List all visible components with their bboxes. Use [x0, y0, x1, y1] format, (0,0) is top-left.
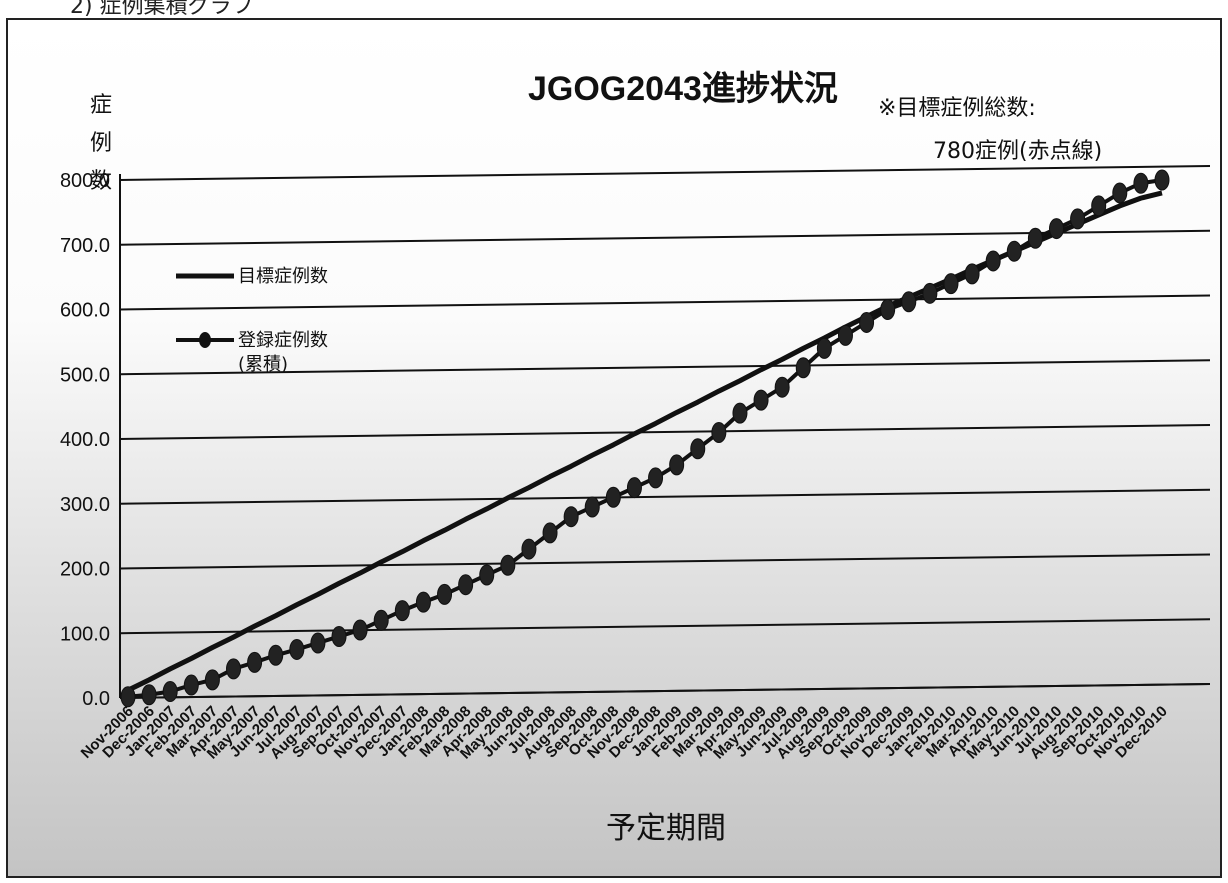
y-tick-label: 500.0	[60, 364, 110, 386]
gridline	[119, 294, 1211, 311]
series-registered-point	[943, 273, 959, 295]
series-registered-point	[352, 619, 368, 641]
series-registered-point	[816, 337, 832, 359]
series-registered-line	[127, 178, 1163, 699]
series-registered-point	[289, 638, 305, 660]
series-registered-point	[774, 376, 790, 398]
y-axis-label-char-1: 症	[90, 93, 112, 118]
y-tick-label: 200.0	[60, 559, 110, 581]
series-registered-point	[500, 554, 516, 576]
gridline	[119, 618, 1211, 635]
series-registered-point	[204, 669, 220, 691]
series-registered-point	[120, 686, 136, 708]
series-registered-point	[795, 357, 811, 379]
legend-registered-label-line2: (累積)	[238, 354, 288, 375]
series-registered-point	[310, 632, 326, 654]
target-note-line2: 780症例(赤点線)	[933, 139, 1102, 164]
series-layer	[120, 169, 1170, 708]
series-registered-point	[141, 684, 157, 706]
series-registered-point	[626, 477, 642, 499]
series-registered-point	[1112, 182, 1128, 204]
series-registered-point	[1048, 218, 1064, 240]
y-tick-label: 700.0	[60, 235, 110, 257]
series-registered-point	[605, 486, 621, 508]
legend-registered-label: 登録症例数 (累積)	[238, 330, 334, 375]
legend-registered-label-line1: 登録症例数	[238, 330, 328, 351]
gridline	[119, 488, 1211, 505]
series-registered-point	[268, 644, 284, 666]
series-registered-point	[690, 438, 706, 460]
series-registered-point	[859, 311, 875, 333]
y-tick-labels: 0.0 100.0 200.0 300.0 400.0 500.0 600.0 700.0 80…	[60, 170, 110, 710]
gridline	[119, 553, 1211, 570]
series-registered-point	[521, 538, 537, 560]
series-registered-point	[1154, 169, 1170, 191]
series-registered-point	[985, 250, 1001, 272]
series-registered-point	[331, 625, 347, 647]
y-tick-label: 800.0	[60, 170, 110, 192]
series-registered-point	[458, 574, 474, 596]
series-registered-point	[1091, 195, 1107, 217]
series-registered-point	[226, 658, 242, 680]
x-tick-labels: Nov-2006Dec-2006Jan-2007Feb-2007Mar-2007…	[78, 703, 1171, 763]
series-registered-point	[1070, 208, 1086, 230]
legend-target-label: 目標症例数	[238, 266, 328, 287]
series-registered-point	[415, 591, 431, 613]
series-registered-point	[394, 600, 410, 622]
series-registered-point	[1133, 172, 1149, 194]
gridline	[119, 165, 1211, 181]
series-registered-point	[1006, 240, 1022, 262]
series-registered-point	[183, 674, 199, 696]
chart-frame: 0.0 100.0 200.0 300.0 400.0 500.0 600.0 700.0 80…	[6, 18, 1222, 878]
y-tick-label: 300.0	[60, 494, 110, 516]
series-registered-point	[648, 467, 664, 489]
series-registered-point	[373, 609, 389, 631]
y-axis-label-char-2: 例	[90, 131, 112, 156]
y-axis-label-char-3: 数	[90, 169, 112, 194]
y-tick-label: 100.0	[60, 623, 110, 645]
series-registered-point	[1027, 227, 1043, 249]
series-registered-point	[711, 422, 727, 444]
gridline	[119, 424, 1211, 440]
series-registered-point	[247, 651, 263, 673]
legend: 目標症例数 登録症例数 (累積)	[176, 266, 334, 375]
chart-svg: 0.0 100.0 200.0 300.0 400.0 500.0 600.0 700.0 80…	[60, 70, 1211, 846]
axes	[119, 174, 1211, 699]
y-tick-label: 0.0	[82, 688, 110, 710]
x-axis-line	[119, 683, 1211, 699]
series-registered-point	[563, 506, 579, 528]
series-registered-point	[901, 291, 917, 313]
series-registered-point	[479, 564, 495, 586]
series-registered-point	[584, 496, 600, 518]
series-registered-point	[542, 522, 558, 544]
y-tick-label: 400.0	[60, 429, 110, 451]
series-registered-point	[922, 282, 938, 304]
chart-title: JGOG2043進捗状況	[528, 70, 838, 108]
series-registered-point	[669, 454, 685, 476]
y-tick-label: 600.0	[60, 300, 110, 322]
target-note-line1: ※目標症例総数:	[878, 96, 1036, 121]
legend-registered-marker	[199, 332, 211, 348]
series-registered-point	[162, 681, 178, 703]
series-registered-point	[880, 299, 896, 320]
gridline	[119, 229, 1211, 246]
x-axis-label: 予定期間	[606, 811, 726, 846]
series-registered-point	[732, 402, 748, 424]
gridline	[119, 359, 1211, 376]
series-registered-point	[753, 389, 769, 411]
series-registered-point	[437, 583, 453, 605]
series-registered-point	[964, 263, 980, 285]
gridlines	[119, 165, 1211, 699]
page-caption: 2) 症例集積グラフ	[70, 0, 254, 19]
series-registered-point	[837, 324, 853, 346]
